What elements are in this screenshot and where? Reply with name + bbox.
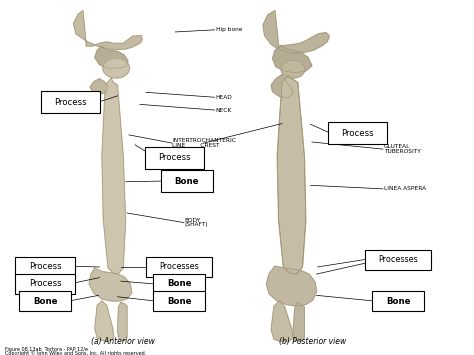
Polygon shape — [90, 79, 108, 94]
Text: Bone: Bone — [33, 296, 57, 306]
Polygon shape — [102, 78, 126, 273]
Circle shape — [103, 58, 129, 78]
Polygon shape — [277, 75, 306, 274]
Polygon shape — [273, 45, 312, 73]
Text: GLUTEAL: GLUTEAL — [384, 144, 410, 149]
Text: NECK: NECK — [216, 108, 232, 113]
Polygon shape — [118, 302, 127, 341]
Text: TUBEROSITY: TUBEROSITY — [384, 149, 421, 154]
Text: Hip bone: Hip bone — [216, 27, 242, 32]
FancyBboxPatch shape — [372, 291, 424, 311]
FancyBboxPatch shape — [146, 257, 212, 277]
Text: (SHAFT): (SHAFT) — [185, 222, 209, 227]
FancyBboxPatch shape — [15, 274, 75, 294]
Text: LINEA ASPERA: LINEA ASPERA — [384, 186, 426, 191]
FancyBboxPatch shape — [40, 91, 100, 113]
Text: LINE        CREST: LINE CREST — [172, 143, 219, 148]
Polygon shape — [266, 266, 317, 306]
FancyBboxPatch shape — [15, 257, 75, 277]
Text: Figure 08.13ab  Tortora - PAP 12/e: Figure 08.13ab Tortora - PAP 12/e — [5, 347, 88, 352]
Text: Process: Process — [54, 98, 86, 107]
Text: INTERTROCHANTERIC: INTERTROCHANTERIC — [172, 138, 236, 143]
Polygon shape — [293, 302, 304, 342]
Text: Bone: Bone — [167, 296, 191, 306]
Text: (a) Anterior view: (a) Anterior view — [91, 337, 155, 346]
Text: Bone: Bone — [174, 176, 199, 186]
Text: Processes: Processes — [378, 255, 418, 264]
Polygon shape — [73, 11, 142, 50]
Polygon shape — [95, 46, 128, 68]
Polygon shape — [277, 75, 306, 274]
Text: (b) Posterior view: (b) Posterior view — [279, 337, 346, 346]
Text: Process: Process — [342, 129, 374, 138]
FancyBboxPatch shape — [328, 122, 387, 144]
Text: Process: Process — [29, 262, 61, 272]
Polygon shape — [271, 75, 293, 98]
Text: Process: Process — [158, 153, 191, 163]
FancyBboxPatch shape — [153, 291, 205, 311]
Polygon shape — [95, 301, 114, 341]
Text: Bone: Bone — [167, 279, 191, 289]
FancyBboxPatch shape — [161, 170, 213, 192]
Text: HEAD: HEAD — [216, 95, 232, 100]
Text: BODY: BODY — [185, 218, 201, 223]
Polygon shape — [263, 11, 329, 53]
Circle shape — [281, 60, 305, 78]
Text: Processes: Processes — [159, 262, 199, 272]
FancyBboxPatch shape — [19, 291, 71, 311]
FancyBboxPatch shape — [145, 147, 204, 169]
Text: Copyright © John Wiley and Sons, Inc. All rights reserved.: Copyright © John Wiley and Sons, Inc. Al… — [5, 350, 146, 355]
Text: Process: Process — [29, 279, 61, 289]
Polygon shape — [89, 268, 132, 301]
FancyBboxPatch shape — [365, 250, 431, 270]
FancyBboxPatch shape — [153, 274, 205, 294]
Text: Bone: Bone — [386, 296, 410, 306]
Polygon shape — [271, 301, 293, 342]
